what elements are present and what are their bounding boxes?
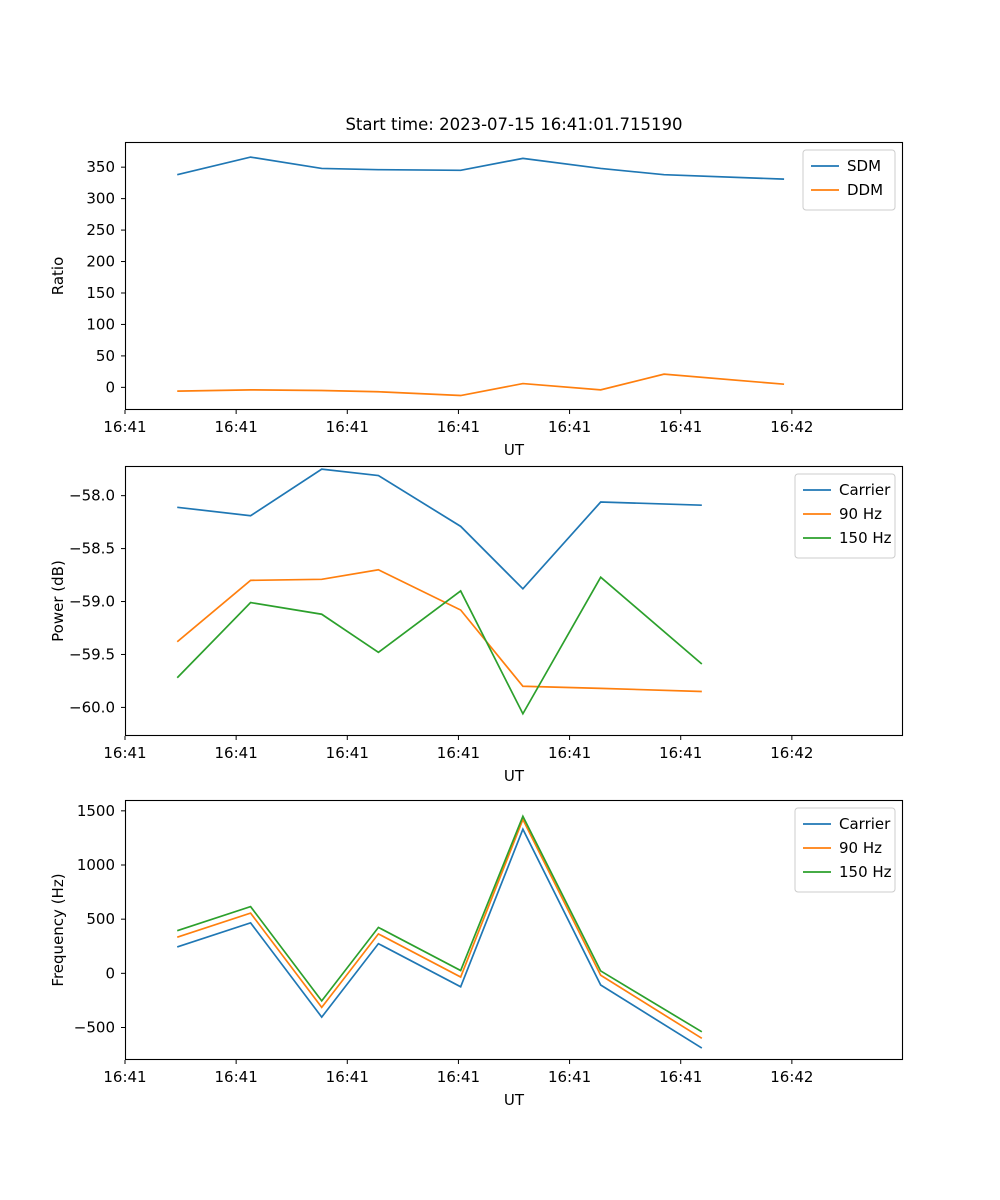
panel-frequency-xticklabel: 16:41 xyxy=(437,1068,480,1086)
panel-ratio-yticklabel: 350 xyxy=(86,158,115,176)
panel-ratio-yticklabel: 200 xyxy=(86,253,115,271)
panel-ratio-yticklabel: 250 xyxy=(86,221,115,239)
panel-frequency-series-90-hz xyxy=(176,817,703,1040)
panel-frequency-xticklabel: 16:41 xyxy=(659,1068,702,1086)
panel-ratio-xticklabel: 16:41 xyxy=(215,418,258,436)
panel-power: 16:41 16:41 16:41 16:41 16:41 16:41 16:42 −58.0… xyxy=(49,465,904,785)
panel-power-yticklabel: −60.0 xyxy=(69,698,115,716)
panel-power-series-carrier xyxy=(177,468,702,591)
panel-ratio-legend: SDM DDM xyxy=(802,149,896,211)
panel-frequency-xticklabel: 16:41 xyxy=(326,1068,369,1086)
axes-group: 16:41 16:41 16:41 16:41 16:41 16:41 16:42 0 50 10… xyxy=(49,115,904,1109)
panel-power-xticklabel: 16:41 xyxy=(326,744,369,762)
panel-ratio-spines xyxy=(124,141,904,411)
panel-ratio-plot-area xyxy=(125,142,903,410)
panel-power-legend-label-150-hz: 150 Hz xyxy=(839,529,892,547)
panel-ratio-xticklabel: 16:42 xyxy=(770,418,813,436)
panel-frequency-yticklabel: 1000 xyxy=(77,856,115,874)
panel-frequency-spines xyxy=(124,799,904,1061)
panel-frequency-yticklabel: 500 xyxy=(86,910,115,928)
panel-frequency-xticklabel: 16:41 xyxy=(548,1068,591,1086)
panel-frequency-xticklabel: 16:41 xyxy=(103,1068,146,1086)
panel-ratio-series-ddm xyxy=(177,373,785,397)
panel-ratio-xticklabel: 16:41 xyxy=(326,418,369,436)
panel-power-xlabel: UT xyxy=(504,767,525,785)
panel-power-xticklabel: 16:41 xyxy=(215,744,258,762)
panel-ratio-yticklabel: 50 xyxy=(96,347,115,365)
panel-ratio: 16:41 16:41 16:41 16:41 16:41 16:41 16:42 0 50 10… xyxy=(49,115,904,459)
panel-power-yticklabel: −59.0 xyxy=(69,593,115,611)
figure-title: Start time: 2023-07-15 16:41:01.715190 xyxy=(345,115,682,134)
panel-power-xticklabel: 16:42 xyxy=(770,744,813,762)
panel-power-xticklabel: 16:41 xyxy=(659,744,702,762)
panel-frequency-legend-label-150-hz: 150 Hz xyxy=(839,863,892,881)
panel-power-yticklabel: −58.5 xyxy=(69,540,115,558)
panel-power-legend: Carrier 90 Hz 150 Hz xyxy=(794,473,896,559)
panel-ratio-legend-label-sdm: SDM xyxy=(847,157,881,175)
panel-ratio-yticklabel: 300 xyxy=(86,190,115,208)
panel-ratio-xlabel: UT xyxy=(504,441,525,459)
panel-frequency-series-150-hz xyxy=(176,814,703,1033)
panel-frequency-yticklabel: 0 xyxy=(105,964,115,982)
panel-power-yticklabel: −59.5 xyxy=(69,645,115,663)
panel-frequency-legend: Carrier 90 Hz 150 Hz xyxy=(794,807,896,893)
panel-frequency-yticklabel: −500 xyxy=(74,1019,115,1037)
panel-frequency-series-carrier xyxy=(176,827,703,1049)
panel-power-plot-area xyxy=(125,466,903,736)
panel-ratio-ylabel: Ratio xyxy=(49,257,67,296)
panel-power-series-150-hz xyxy=(176,575,703,716)
panel-ratio-yticklabel: 0 xyxy=(105,378,115,396)
panel-power-xticklabel: 16:41 xyxy=(103,744,146,762)
panel-frequency-yticklabel: 1500 xyxy=(77,802,115,820)
panel-frequency-xticklabel: 16:41 xyxy=(215,1068,258,1086)
panel-ratio-series-sdm xyxy=(177,156,785,180)
panel-ratio-yticklabel: 100 xyxy=(86,315,115,333)
panel-power-xticklabel: 16:41 xyxy=(437,744,480,762)
panel-power-spines xyxy=(124,465,904,737)
panel-frequency: 16:41 16:41 16:41 16:41 16:41 16:41 16:42 −500 0… xyxy=(49,799,904,1109)
panel-power-legend-label-carrier: Carrier xyxy=(839,481,891,499)
panel-ratio-yticklabel: 150 xyxy=(86,284,115,302)
panel-frequency-legend-box xyxy=(794,807,896,893)
panel-frequency-xticklabel: 16:42 xyxy=(770,1068,813,1086)
panel-frequency-xlabel: UT xyxy=(504,1091,525,1109)
panel-ratio-xticklabel: 16:41 xyxy=(659,418,702,436)
panel-power-ylabel: Power (dB) xyxy=(49,560,67,642)
panel-ratio-xticklabel: 16:41 xyxy=(103,418,146,436)
panel-frequency-ylabel: Frequency (Hz) xyxy=(49,873,67,986)
panel-ratio-xticklabel: 16:41 xyxy=(437,418,480,436)
panel-frequency-legend-label-carrier: Carrier xyxy=(839,815,891,833)
panel-frequency-legend-label-90-hz: 90 Hz xyxy=(839,839,882,857)
panel-ratio-legend-label-ddm: DDM xyxy=(847,181,883,199)
panel-power-series-90-hz xyxy=(176,568,702,693)
panel-power-yticklabel: −58.0 xyxy=(69,487,115,505)
panel-ratio-legend-box xyxy=(802,149,896,211)
panel-power-xticklabel: 16:41 xyxy=(548,744,591,762)
panel-ratio-xticklabel: 16:41 xyxy=(548,418,591,436)
panel-power-legend-box xyxy=(794,473,896,559)
panel-power-legend-label-90-hz: 90 Hz xyxy=(839,505,882,523)
